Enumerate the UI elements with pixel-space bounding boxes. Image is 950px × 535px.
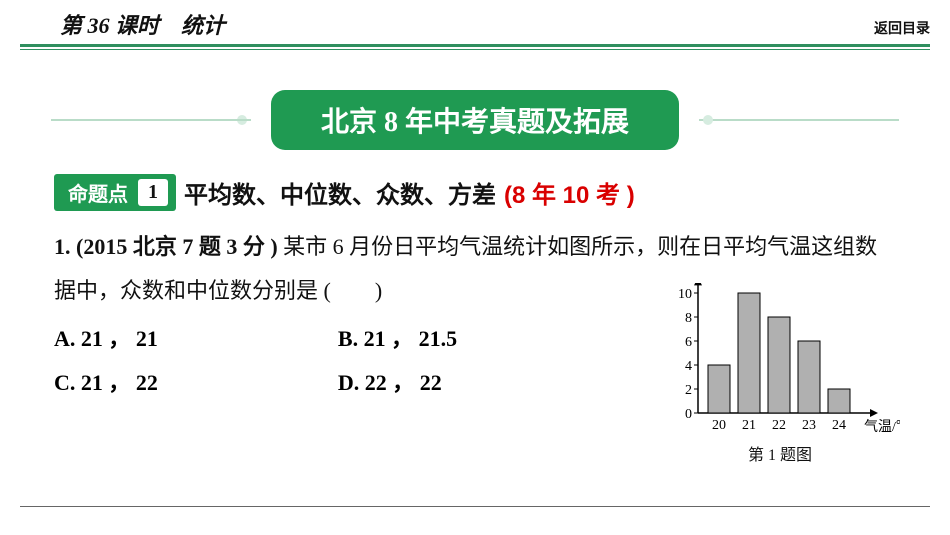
svg-text:23: 23 [802,418,816,433]
svg-text:气温/℃: 气温/℃ [864,419,900,433]
question-source: 1. (2015 北京 7 题 3 分 ) [54,234,278,259]
svg-text:10: 10 [678,287,692,302]
svg-text:6: 6 [685,335,692,350]
chart-caption: 第 1 题图 [650,441,910,465]
svg-text:2: 2 [685,383,692,398]
back-to-toc-link[interactable]: 返回目录 [874,18,930,38]
option-d[interactable]: D. 22 ， 22 [338,365,442,397]
topic-tag-number: 1 [138,179,168,206]
bar-chart-svg: 0246810天数气温/℃2021222324 [660,283,900,433]
topic-tag: 命题点 1 [54,174,176,211]
chart-figure: 0246810天数气温/℃2021222324 第 1 题图 [650,283,910,465]
svg-text:21: 21 [742,418,756,433]
svg-text:24: 24 [832,418,846,433]
topic-frequency: (8 年 10 考 ) [504,175,635,210]
svg-text:0: 0 [685,407,692,422]
svg-text:8: 8 [685,311,692,326]
option-c[interactable]: C. 21 ， 22 [54,365,158,397]
topic-tag-label: 命题点 [68,178,128,207]
svg-text:4: 4 [685,359,692,374]
section-banner: 北京 8 年中考真题及拓展 [271,90,679,150]
option-b[interactable]: B. 21 ， 21.5 [338,321,457,353]
lesson-title: 第 36 课时 统计 [60,8,225,40]
banner-text: 北京 8 年中考真题及拓展 [321,107,629,138]
topic-title: 平均数、中位数、众数、方差 [184,175,496,210]
svg-text:22: 22 [772,418,786,433]
divider-thin [20,49,930,50]
divider-thick [20,44,930,47]
option-a[interactable]: A. 21 ， 21 [54,321,158,353]
bottom-rule [20,506,930,507]
svg-text:20: 20 [712,418,726,433]
